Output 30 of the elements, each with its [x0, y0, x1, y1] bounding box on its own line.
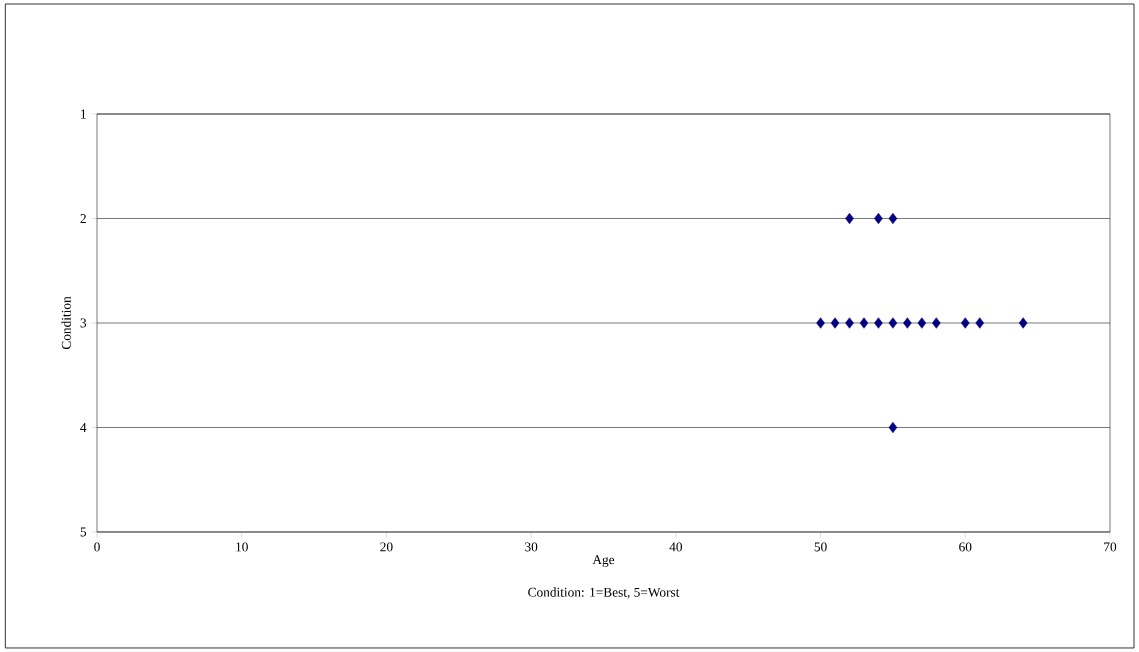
point	[830, 317, 840, 329]
x-tick-label: 60	[959, 542, 972, 552]
point	[932, 317, 941, 329]
y-axis-title: Condition	[61, 296, 71, 350]
point	[845, 317, 854, 329]
y-tick-label: 4	[80, 423, 87, 432]
x-tick-label: 30	[525, 542, 538, 552]
point	[888, 212, 898, 225]
point	[874, 317, 883, 329]
point	[1018, 317, 1028, 329]
point	[917, 317, 927, 329]
x-tick-label: 40	[669, 542, 683, 552]
point	[975, 317, 985, 329]
y-tick-label: 2	[80, 214, 86, 223]
point	[888, 421, 898, 434]
point	[816, 317, 825, 329]
x-tick-label: 70	[1104, 542, 1117, 552]
point	[859, 317, 869, 329]
text: Condition: 1=Best, 5=Worst	[528, 587, 680, 599]
x-axis-title: Age	[592, 555, 615, 567]
point	[903, 317, 912, 329]
y-tick-label: 1	[81, 109, 86, 119]
point	[888, 317, 898, 329]
point	[961, 317, 970, 329]
x-tick-label: 0	[94, 542, 100, 552]
x-tick-label: 10	[236, 542, 248, 552]
x-tick-label: 50	[814, 542, 827, 552]
y-tick-label: 3	[80, 318, 87, 328]
y-tick-label: 5	[80, 527, 87, 537]
x-tick-label: 20	[380, 542, 393, 552]
